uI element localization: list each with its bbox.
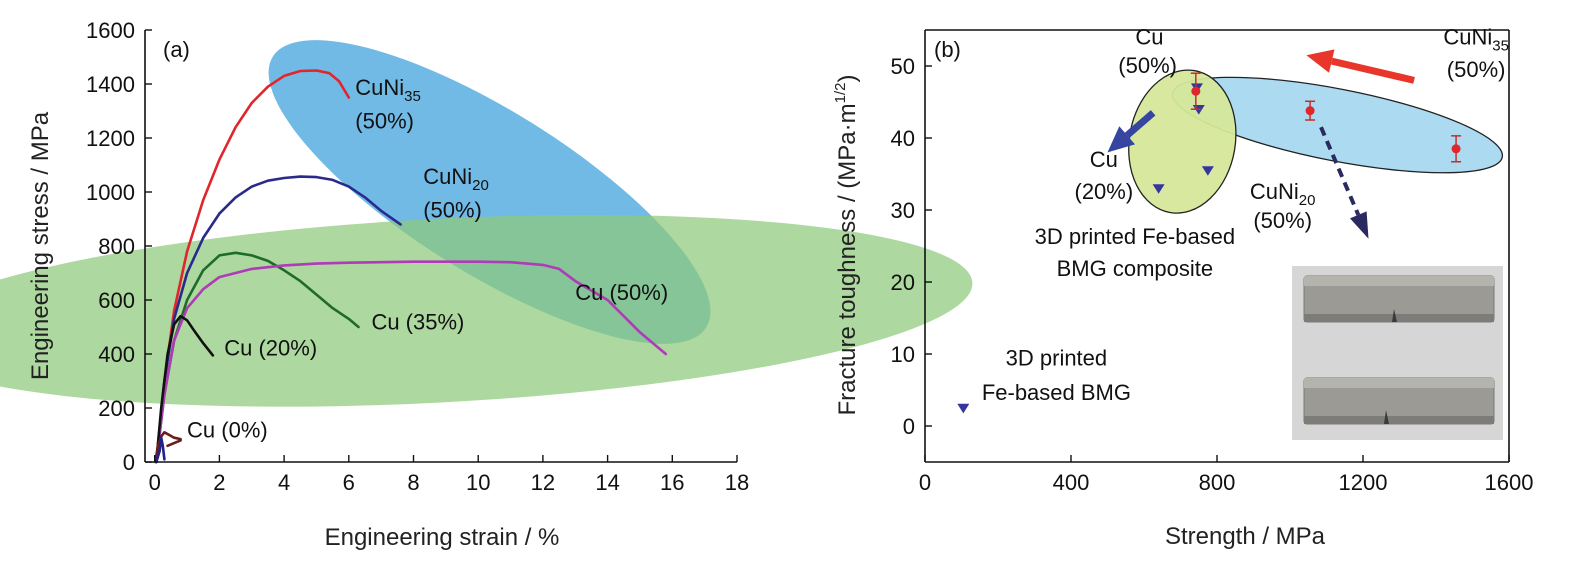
panel-b-y-tick-label: 50 [891, 54, 915, 79]
panel-b-y-tick-label: 40 [891, 126, 915, 151]
panel-b-label-bmg-composite: BMG composite [1057, 256, 1214, 281]
curve-cu-20 [155, 314, 215, 464]
panel-a-label-cu-0: Cu (0%) [187, 418, 268, 443]
panel-b-points [957, 72, 1462, 414]
panel-a-label-50: (50%) [355, 109, 414, 134]
dashed-arrow-shaft [1319, 126, 1361, 216]
panel-a-annotations: Cu (0%) Cu (20%) Cu (35%) Cu (50%) (50%) (50%… [187, 75, 668, 443]
panel-a-x-tick-label: 12 [531, 470, 555, 495]
panel-a-label-cuni20: CuNi20 [423, 164, 489, 194]
panel-b-x-axis-title: Strength / MPa [1165, 523, 1326, 550]
panel-b-x-tick-label: 1200 [1339, 470, 1388, 495]
panel-a-x-tick-label: 18 [725, 470, 749, 495]
panel-a-y-tick-label: 0 [123, 450, 135, 475]
point-cuni35-50 [1191, 86, 1201, 96]
panel-a-regions [0, 40, 973, 407]
panel-b-x-tick-label: 0 [919, 470, 931, 495]
panel-b-label-cu: Cu [1135, 24, 1163, 49]
panel-b-x-tick-label: 1600 [1485, 470, 1534, 495]
curve-cu-50 [155, 260, 668, 464]
panel-a-y-tick-label: 1000 [86, 180, 135, 205]
point-cuni20-50 [1305, 106, 1315, 116]
curve-cu-0-spur [155, 436, 166, 464]
panel-b-label-cuni20: CuNi20 [1250, 179, 1316, 209]
panel-b-y-tick-label: 20 [891, 270, 915, 295]
panel-a-x-axis-title: Engineering strain / % [325, 524, 560, 551]
panel-a-label: (a) [163, 37, 190, 62]
point-cu-20 [1201, 166, 1214, 176]
panel-a-y-tick-label: 400 [98, 342, 135, 367]
panel-b-label-3d-printed: 3D printed [1006, 346, 1108, 371]
panel-a-x-tick-label: 2 [213, 470, 225, 495]
curve-cuni35-50 [155, 69, 351, 464]
panel-a-label-cu-20: Cu (20%) [224, 335, 317, 360]
panel-a: 0 2 4 6 8 10 12 14 16 180200400600800100012001400… [0, 18, 973, 551]
panel-a-green-ellipse [0, 214, 973, 407]
panel-a-y-tick-label: 200 [98, 396, 135, 421]
panel-b-label-cu: Cu [1090, 147, 1118, 172]
panel-a-label-cuni35: CuNi35 [355, 75, 421, 105]
panel-a-axes: 0 2 4 6 8 10 12 14 16 18 0 200 400 600 800 1000 1200 1400… [86, 18, 749, 495]
panel-b-arrows [1107, 49, 1415, 239]
panel-b-label-fe-based-bmg: Fe-based BMG [982, 380, 1131, 405]
panel-a-x-tick-label: 14 [595, 470, 619, 495]
red-arrow-shaft [1330, 57, 1415, 84]
panel-a-y-axis-title: Engineering stress / MPa [27, 111, 54, 380]
panel-b-x-tick-label: 400 [1053, 470, 1090, 495]
panel-a-x-tick-label: 0 [149, 470, 161, 495]
point-cu-20 [1152, 184, 1165, 194]
panel-b-y-tick-label: 10 [891, 342, 915, 367]
panel-a-x-tick-label: 10 [466, 470, 490, 495]
panel-b-label-cuni35: CuNi35 [1443, 24, 1509, 54]
red-arrow-head [1306, 49, 1335, 73]
blue-arrow-head [1107, 126, 1135, 153]
panel-b-label: (b) [934, 37, 961, 62]
panel-b-x-tick-label: 800 [1199, 470, 1236, 495]
panel-b-annotations: Cu (50%) Cu (20%) (50%) (50%) 3D printed Fe-ba… [982, 24, 1509, 405]
panel-b-y-tick-label: 30 [891, 198, 915, 223]
panel-a-y-tick-label: 1600 [86, 18, 135, 43]
panel-b-label-20: (20%) [1075, 179, 1134, 204]
panel-b-label-50: (50%) [1118, 53, 1177, 78]
panel-b-label-50: (50%) [1253, 208, 1312, 233]
panel-a-y-tick-label: 1200 [86, 126, 135, 151]
panel-b-label-50: (50%) [1447, 57, 1506, 82]
panel-a-x-tick-label: 8 [407, 470, 419, 495]
panel-a-x-tick-label: 4 [278, 470, 290, 495]
panel-b-y-axis-title: Fracture toughness / (MPa·m1/2) [832, 75, 861, 416]
panel-a-y-tick-label: 800 [98, 234, 135, 259]
panel-b-axes: 0 400 800 1200 1600 0 10 20 30 40 50 [891, 29, 1534, 495]
point-cuni20-50 [1451, 144, 1461, 154]
dashed-arrow-head [1350, 211, 1369, 239]
panel-a-y-tick-label: 600 [98, 288, 135, 313]
panel-a-label-cu-35: Cu (35%) [371, 310, 464, 335]
panel-a-label-cu-50: Cu (50%) [575, 280, 668, 305]
panel-b-label-3d-printed-fe-based: 3D printed Fe-based [1035, 224, 1236, 249]
panel-a-x-tick-label: 16 [660, 470, 684, 495]
point-3d-printed-fe-based-bmg [957, 403, 970, 414]
panel-a-curves [154, 69, 668, 464]
panel-a-label-50: (50%) [423, 198, 482, 223]
panel-b-y-tick-label: 0 [903, 414, 915, 439]
blue-arrow-shaft [1124, 110, 1156, 139]
curve-cuni20-50 [155, 175, 402, 464]
panel-a-x-tick-label: 6 [343, 470, 355, 495]
panel-b: 0 400 800 1200 1600 0 10 20 30 40 50 Cu (50%) Cu (20%… [832, 24, 1533, 550]
panel-a-y-tick-label: 1400 [86, 72, 135, 97]
fractured-specimens-photo [1292, 266, 1503, 440]
